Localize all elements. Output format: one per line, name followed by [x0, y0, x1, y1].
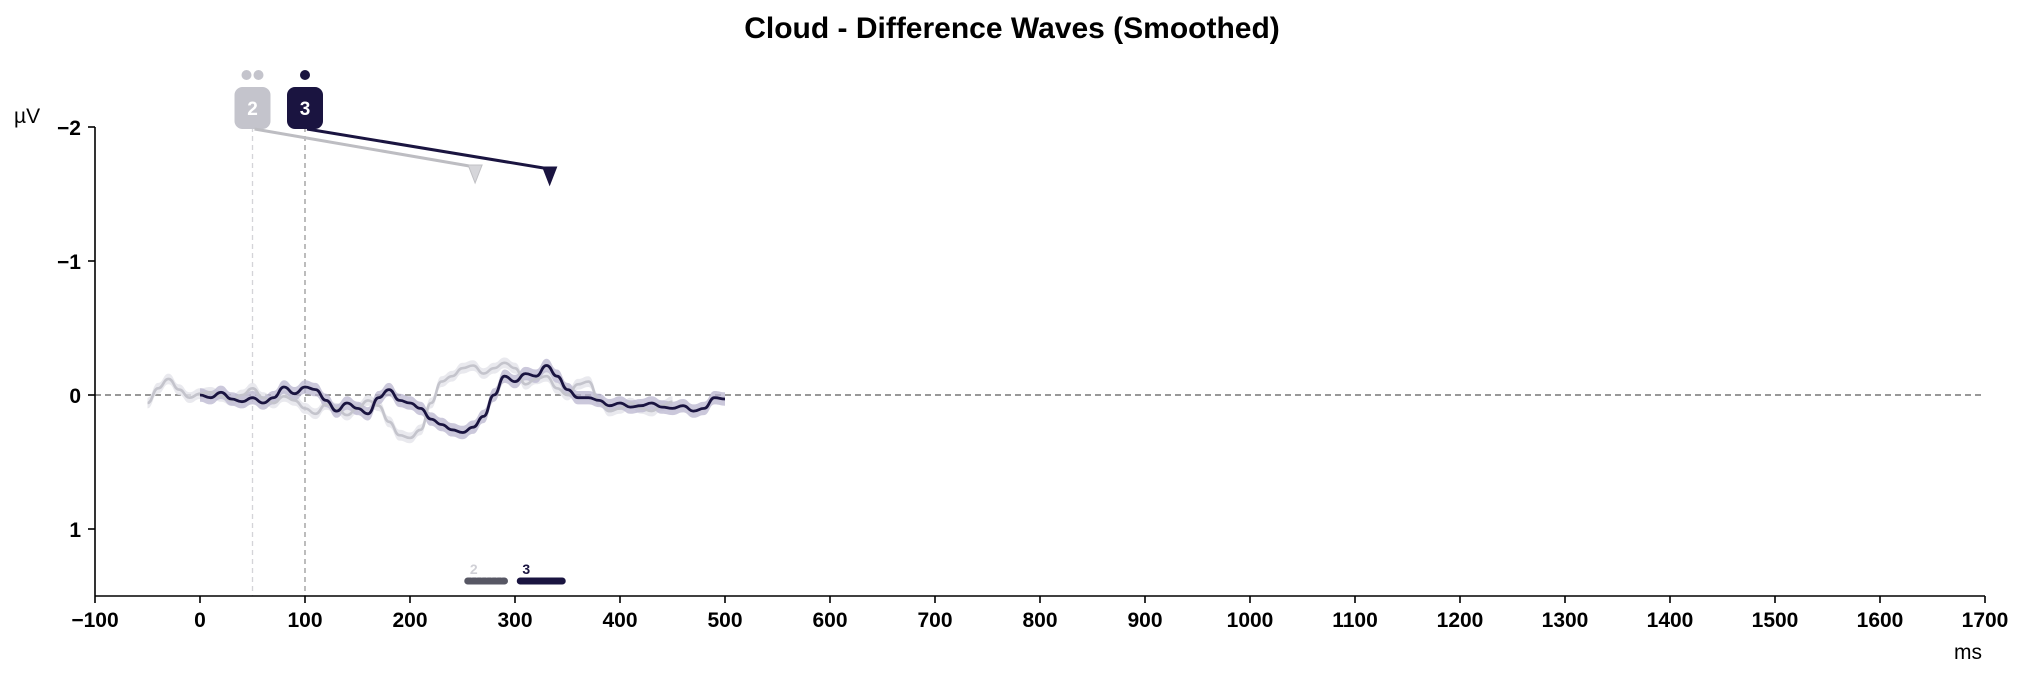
y-tick-label: 1 — [69, 519, 81, 542]
series-lines-layer — [147, 361, 726, 440]
x-axis-unit-label: ms — [1954, 641, 1982, 664]
marker-badge-label-3: 3 — [300, 99, 311, 120]
x-tick-label: 1600 — [1857, 609, 1904, 632]
y-axis-unit-label: µV — [14, 105, 40, 128]
marker-dot-3-0 — [300, 70, 310, 80]
peak-triangle-2 — [467, 164, 483, 185]
y-tick-label: −2 — [57, 117, 81, 140]
x-tick-label: 500 — [707, 609, 742, 632]
y-tick-label: −1 — [57, 251, 81, 274]
axes-layer: −100 0 100 200 300 400 500 600 700 800 900 1000 1100… — [57, 117, 2008, 632]
significance-label-2: 2 — [470, 561, 478, 577]
x-tick-label: 800 — [1022, 609, 1057, 632]
confidence-band-series-3 — [200, 358, 725, 440]
x-tick-label: 600 — [812, 609, 847, 632]
x-tick-label: 1000 — [1227, 609, 1274, 632]
marker-leader-2 — [254, 127, 476, 169]
marker-leader-3 — [306, 127, 550, 171]
x-tick-label: 1700 — [1962, 609, 2009, 632]
marker-badge-label-2: 2 — [247, 99, 258, 120]
x-tick-label: −100 — [71, 609, 118, 632]
x-tick-label: 1500 — [1752, 609, 1799, 632]
peak-marker-series-3: 3 — [287, 70, 558, 187]
x-tick-label: 900 — [1127, 609, 1162, 632]
x-tick-label: 400 — [602, 609, 637, 632]
x-tick-label: 200 — [392, 609, 427, 632]
y-tick-label: 0 — [69, 385, 81, 408]
peak-triangle-3 — [541, 166, 558, 187]
marker-badge-2 — [234, 87, 271, 129]
marker-dot-2-1 — [253, 70, 264, 80]
marker-dot-2-0 — [241, 70, 252, 80]
x-tick-label: 700 — [917, 609, 952, 632]
x-tick-label: 100 — [287, 609, 322, 632]
marker-badge-3 — [287, 87, 323, 129]
x-tick-label: 300 — [497, 609, 532, 632]
x-tick-label: 1400 — [1647, 609, 1694, 632]
x-tick-label: 1300 — [1542, 609, 1589, 632]
x-tick-label: 1100 — [1332, 609, 1378, 632]
significance-label-3: 3 — [522, 561, 530, 577]
series-line-3 — [199, 364, 726, 434]
peak-marker-series-2: 2 — [234, 70, 483, 185]
x-tick-label: 0 — [194, 609, 206, 632]
chart-title: Cloud - Difference Waves (Smoothed) — [744, 12, 1280, 45]
x-tick-label: 1200 — [1437, 609, 1484, 632]
reference-lines-layer — [95, 127, 1985, 596]
